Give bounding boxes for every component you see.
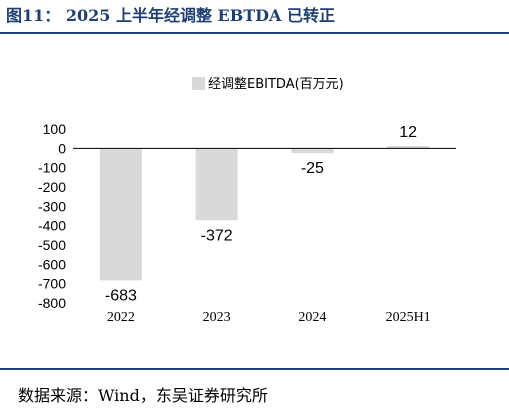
x-tick-label: 2025H1 [386, 310, 431, 325]
y-tick-label: -400 [38, 218, 66, 234]
legend-swatch [192, 77, 205, 90]
bars [99, 146, 430, 281]
data-label-2025h1: 12 [399, 124, 417, 141]
legend-label: 经调整EBITDA(百万元) [208, 77, 344, 92]
bar-chart: 经调整EBITDA(百万元) 100 0 -100 -200 -300 -400 -500 -… [38, 77, 456, 325]
x-tick-label: 2022 [107, 310, 135, 325]
figure-title: 图11： 2025 上半年经调整 EBTDA 已转正 [6, 6, 335, 25]
y-tick-label: -300 [38, 198, 66, 214]
bottom-divider [0, 368, 509, 370]
bar-2025h1 [387, 146, 430, 149]
legend: 经调整EBITDA(百万元) [192, 77, 344, 92]
x-tick-label: 2023 [203, 310, 231, 325]
data-label-2022: -683 [105, 287, 137, 304]
x-axis: 2022 2023 2024 2025H1 [107, 310, 431, 325]
y-tick-label: -600 [38, 256, 66, 272]
data-labels: -683 -372 -25 12 [105, 124, 417, 304]
y-tick-label: 0 [58, 140, 66, 156]
bar-2022 [99, 148, 142, 281]
data-label-2023: -372 [201, 227, 233, 244]
y-tick-label: -100 [38, 160, 66, 176]
bar-2024 [291, 148, 334, 154]
x-tick-label: 2024 [298, 310, 326, 325]
data-label-2024: -25 [301, 160, 324, 177]
source-note: 数据来源：Wind，东吴证券研究所 [18, 386, 268, 405]
y-tick-label: 100 [43, 121, 67, 137]
y-tick-label: -800 [38, 295, 66, 311]
top-divider [0, 32, 509, 34]
y-tick-label: -500 [38, 237, 66, 253]
y-tick-label: -200 [38, 179, 66, 195]
y-axis: 100 0 -100 -200 -300 -400 -500 -600 -700 -800 [38, 121, 66, 311]
y-tick-label: -700 [38, 276, 66, 292]
bar-2023 [195, 148, 238, 221]
